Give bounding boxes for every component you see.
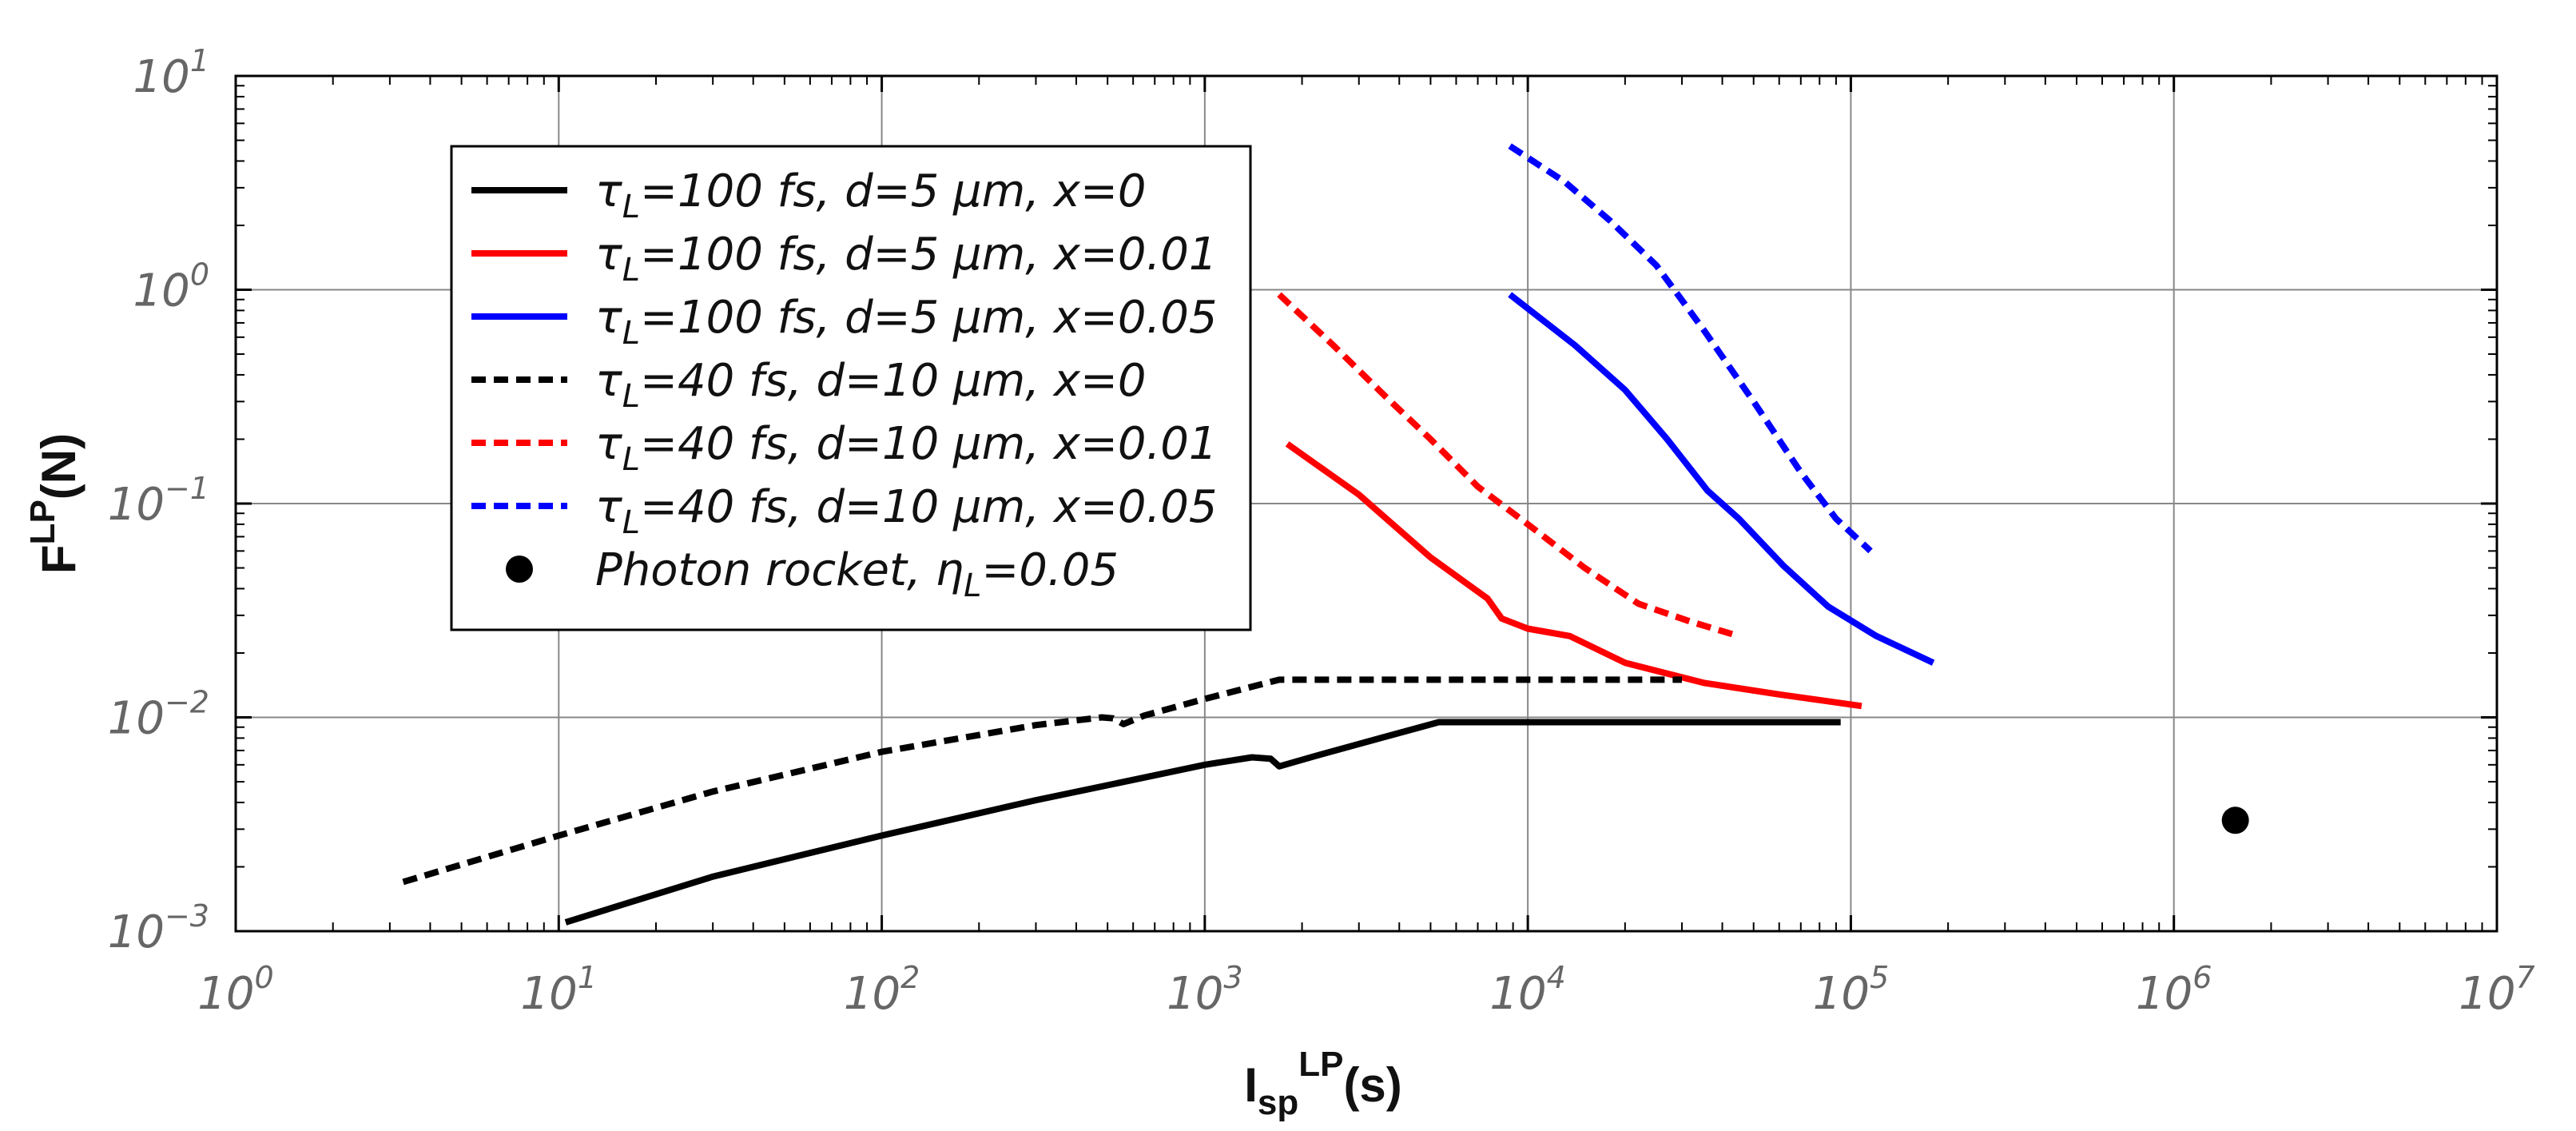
x-axis-title: IspLP(s)	[1244, 1045, 1402, 1122]
points-layer	[2221, 806, 2249, 834]
x-tick-labels: 100 101 102 103 104 105 106 107	[197, 960, 2534, 1020]
y-tick-label: 10−1	[108, 471, 209, 531]
series-line-tau100-d5-x0	[564, 719, 1841, 926]
y-tick-labels: 10−3 10−2 10−1 100 101	[108, 43, 209, 958]
x-tick-label: 104	[1489, 960, 1565, 1020]
legend: τL=100 fs, d=5 μm, x=0τL=100 fs, d=5 μm,…	[450, 145, 1252, 631]
legend-label-tau100-d5-x0.05: τL=100 fs, d=5 μm, x=0.05	[595, 292, 1218, 352]
legend-label-photon-rocket: Photon rocket, ηL=0.05	[595, 544, 1119, 604]
legend-label-tau40-d10-x0.05: τL=40 fs, d=10 μm, x=0.05	[595, 481, 1218, 541]
legend-label-tau100-d5-x0.01: τL=100 fs, d=5 μm, x=0.01	[595, 229, 1218, 289]
y-tick-label: 100	[133, 257, 209, 317]
data-point-photon-rocket	[2221, 806, 2249, 834]
y-tick-label: 10−2	[108, 685, 209, 745]
series-line-tau40-d10-x0.01	[1277, 292, 1740, 639]
plot-frame	[234, 74, 2498, 933]
x-tick-label: 105	[1813, 960, 1889, 1020]
x-tick-label: 100	[197, 960, 273, 1020]
series-line-tau100-d5-x0.01	[1285, 441, 1862, 710]
legend-label-tau100-d5-x0: τL=100 fs, d=5 μm, x=0	[595, 165, 1147, 225]
x-tick-label: 103	[1167, 960, 1242, 1020]
legend-box	[450, 145, 1252, 631]
x-tick-label: 107	[2459, 960, 2534, 1020]
series-line-tau40-d10-x0.05	[1508, 143, 1873, 554]
series-line-tau40-d10-x0	[402, 676, 1682, 886]
x-tick-label: 102	[844, 960, 920, 1020]
series-line-tau100-d5-x0.05	[1508, 292, 1935, 666]
series-layer	[402, 143, 1935, 926]
y-tick-label: 101	[133, 43, 209, 103]
y-axis-title: FLP(N)	[23, 433, 85, 574]
y-tick-label: 10−3	[108, 898, 209, 958]
legend-label-tau40-d10-x0: τL=40 fs, d=10 μm, x=0	[595, 355, 1147, 415]
x-tick-label: 101	[521, 960, 597, 1020]
x-tick-label: 106	[2136, 960, 2212, 1020]
legend-marker-photon-rocket	[506, 556, 533, 583]
legend-label-tau40-d10-x0.01: τL=40 fs, d=10 μm, x=0.01	[595, 418, 1218, 478]
